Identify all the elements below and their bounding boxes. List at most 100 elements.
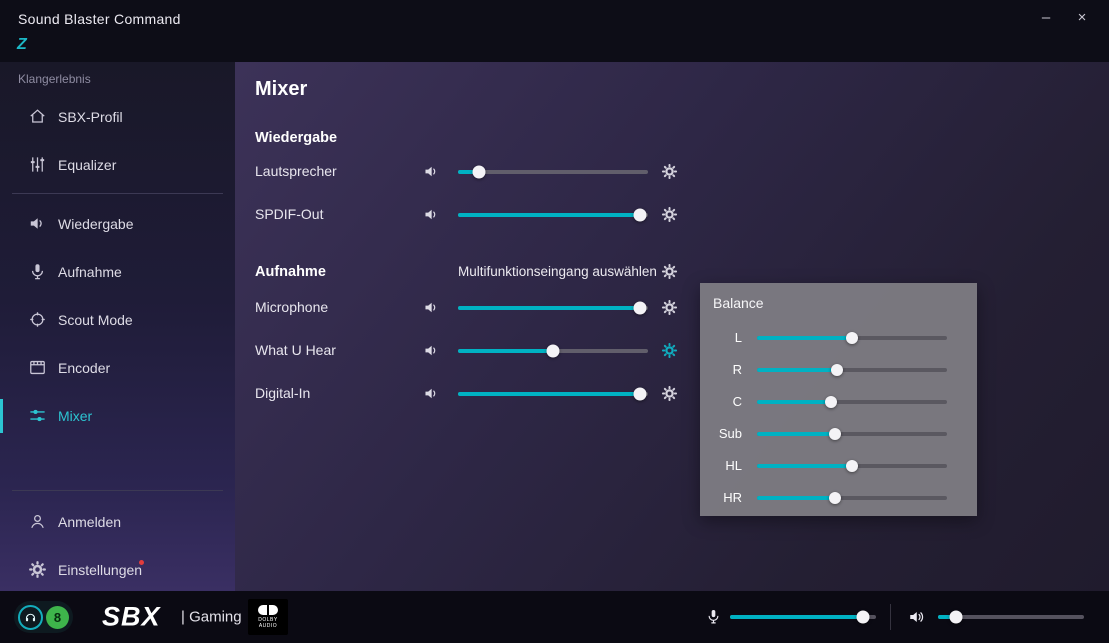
dolby-dd-icon xyxy=(258,605,278,615)
sbx-logo: SBX xyxy=(102,601,161,632)
balance-popup: Balance L R C Sub HL HR xyxy=(700,283,977,516)
page-title: Mixer xyxy=(255,78,308,100)
sidebar-item-label: Mixer xyxy=(58,408,93,424)
sidebar-item-label: Scout Mode xyxy=(58,312,133,328)
equalizer-icon xyxy=(28,155,48,175)
balance-row-hl: HL xyxy=(700,456,977,476)
user-icon xyxy=(28,512,48,532)
volume-slider[interactable] xyxy=(458,213,648,217)
sidebar-item-equalizer[interactable]: Equalizer xyxy=(0,141,235,189)
balance-channel-label: HR xyxy=(723,490,742,505)
sidebar-item-einstellungen[interactable]: Einstellungen xyxy=(0,546,235,594)
gear-icon[interactable] xyxy=(661,385,679,403)
gear-icon xyxy=(28,560,48,580)
volume-slider[interactable] xyxy=(458,306,648,310)
mixer-row-spdif-out: SPDIF-Out xyxy=(235,203,1109,227)
balance-slider[interactable] xyxy=(757,496,947,500)
home-icon xyxy=(28,107,48,127)
sidebar: Klangerlebnis SBX-Profil Equalizer Wiede… xyxy=(0,62,235,591)
dolby-audio-badge: DOLBY AUDIO xyxy=(248,599,288,635)
balance-channel-label: R xyxy=(732,362,742,377)
mixer-icon xyxy=(28,406,48,426)
master-volume-slider[interactable] xyxy=(938,615,1084,619)
scout-target-icon xyxy=(28,310,48,330)
settings-alert-dot xyxy=(139,560,144,565)
microphone-icon[interactable] xyxy=(705,608,723,626)
sidebar-item-scout-mode[interactable]: Scout Mode xyxy=(0,296,235,344)
encoder-icon xyxy=(28,358,48,378)
sidebar-item-aufnahme[interactable]: Aufnahme xyxy=(0,248,235,296)
balance-slider[interactable] xyxy=(757,464,947,468)
channel-label: Digital-In xyxy=(255,385,311,401)
playback-section-header: Wiedergabe xyxy=(235,127,1109,151)
speaker-icon[interactable] xyxy=(908,608,926,626)
headphones-icon xyxy=(18,604,43,630)
balance-row-l: L xyxy=(700,328,977,348)
balance-channel-label: Sub xyxy=(718,426,742,441)
titlebar: Sound Blaster Command Z – × xyxy=(0,0,1109,62)
sidebar-item-label: SBX-Profil xyxy=(58,109,123,125)
balance-slider[interactable] xyxy=(757,400,947,404)
active-indicator xyxy=(0,399,3,433)
footer-bar: 8 SBX | Gaming DOLBY AUDIO xyxy=(0,591,1109,643)
balance-row-c: C xyxy=(700,392,977,412)
speaker-icon[interactable] xyxy=(423,385,441,403)
gear-icon[interactable] xyxy=(661,263,679,281)
dolby-text-line2: AUDIO xyxy=(258,623,278,629)
sidebar-item-mixer[interactable]: Mixer xyxy=(0,392,235,440)
input-select-dropdown[interactable]: Multifunktionseingang auswählen xyxy=(458,264,657,279)
section-heading: Aufnahme xyxy=(255,264,326,280)
sidebar-item-encoder[interactable]: Encoder xyxy=(0,344,235,392)
close-button[interactable]: × xyxy=(1077,9,1087,26)
footer-divider xyxy=(890,604,891,630)
balance-channel-label: C xyxy=(732,394,742,409)
sidebar-item-wiedergabe[interactable]: Wiedergabe xyxy=(0,200,235,248)
sidebar-item-sbx-profil[interactable]: SBX-Profil xyxy=(0,93,235,141)
balance-slider[interactable] xyxy=(757,336,947,340)
speaker-icon[interactable] xyxy=(423,163,441,181)
channel-label: Lautsprecher xyxy=(255,163,337,179)
speaker-icon[interactable] xyxy=(423,342,441,360)
sidebar-item-label: Encoder xyxy=(58,360,111,376)
sidebar-divider xyxy=(12,193,223,194)
microphone-icon xyxy=(28,262,48,282)
gear-icon[interactable] xyxy=(661,163,679,181)
channel-label: What U Hear xyxy=(255,342,336,358)
speaker-icon xyxy=(28,214,48,234)
mixer-row-digital-in: Digital-In xyxy=(235,382,1109,406)
channel-label: Microphone xyxy=(255,299,329,315)
sidebar-section-label: Klangerlebnis xyxy=(18,72,91,86)
balance-slider[interactable] xyxy=(757,368,947,372)
volume-slider[interactable] xyxy=(458,392,648,396)
app-title: Sound Blaster Command xyxy=(18,11,181,27)
recording-section-header: Aufnahme Multifunktionseingang auswählen xyxy=(235,260,1109,284)
sidebar-item-label: Einstellungen xyxy=(58,562,143,578)
gaming-label: | Gaming xyxy=(181,608,242,626)
volume-slider[interactable] xyxy=(458,170,648,174)
section-heading: Wiedergabe xyxy=(255,130,338,146)
gear-icon[interactable] xyxy=(661,299,679,317)
channel-label: SPDIF-Out xyxy=(255,206,324,222)
mixer-row-lautsprecher: Lautsprecher xyxy=(235,160,1109,184)
mixer-row-microphone: Microphone xyxy=(235,296,1109,320)
minimize-button[interactable]: – xyxy=(1041,9,1051,26)
balance-channel-label: HL xyxy=(725,458,742,473)
sidebar-item-label: Anmelden xyxy=(58,514,122,530)
speaker-icon[interactable] xyxy=(423,206,441,224)
sidebar-item-label: Aufnahme xyxy=(58,264,122,280)
balance-slider[interactable] xyxy=(757,432,947,436)
sidebar-item-label: Equalizer xyxy=(58,157,117,173)
sidebar-divider xyxy=(12,490,223,491)
gear-icon-active[interactable] xyxy=(661,342,679,360)
mixer-page: Mixer Wiedergabe Lautsprecher SPDIF-Out xyxy=(235,62,1109,591)
balance-row-sub: Sub xyxy=(700,424,977,444)
speaker-icon[interactable] xyxy=(423,299,441,317)
balance-row-r: R xyxy=(700,360,977,380)
device-selector[interactable]: 8 xyxy=(14,601,73,633)
sidebar-item-label: Wiedergabe xyxy=(58,216,134,232)
gear-icon[interactable] xyxy=(661,206,679,224)
mic-volume-slider[interactable] xyxy=(730,615,876,619)
volume-slider[interactable] xyxy=(458,349,648,353)
sidebar-item-anmelden[interactable]: Anmelden xyxy=(0,498,235,546)
z-series-logo: Z xyxy=(17,36,27,53)
